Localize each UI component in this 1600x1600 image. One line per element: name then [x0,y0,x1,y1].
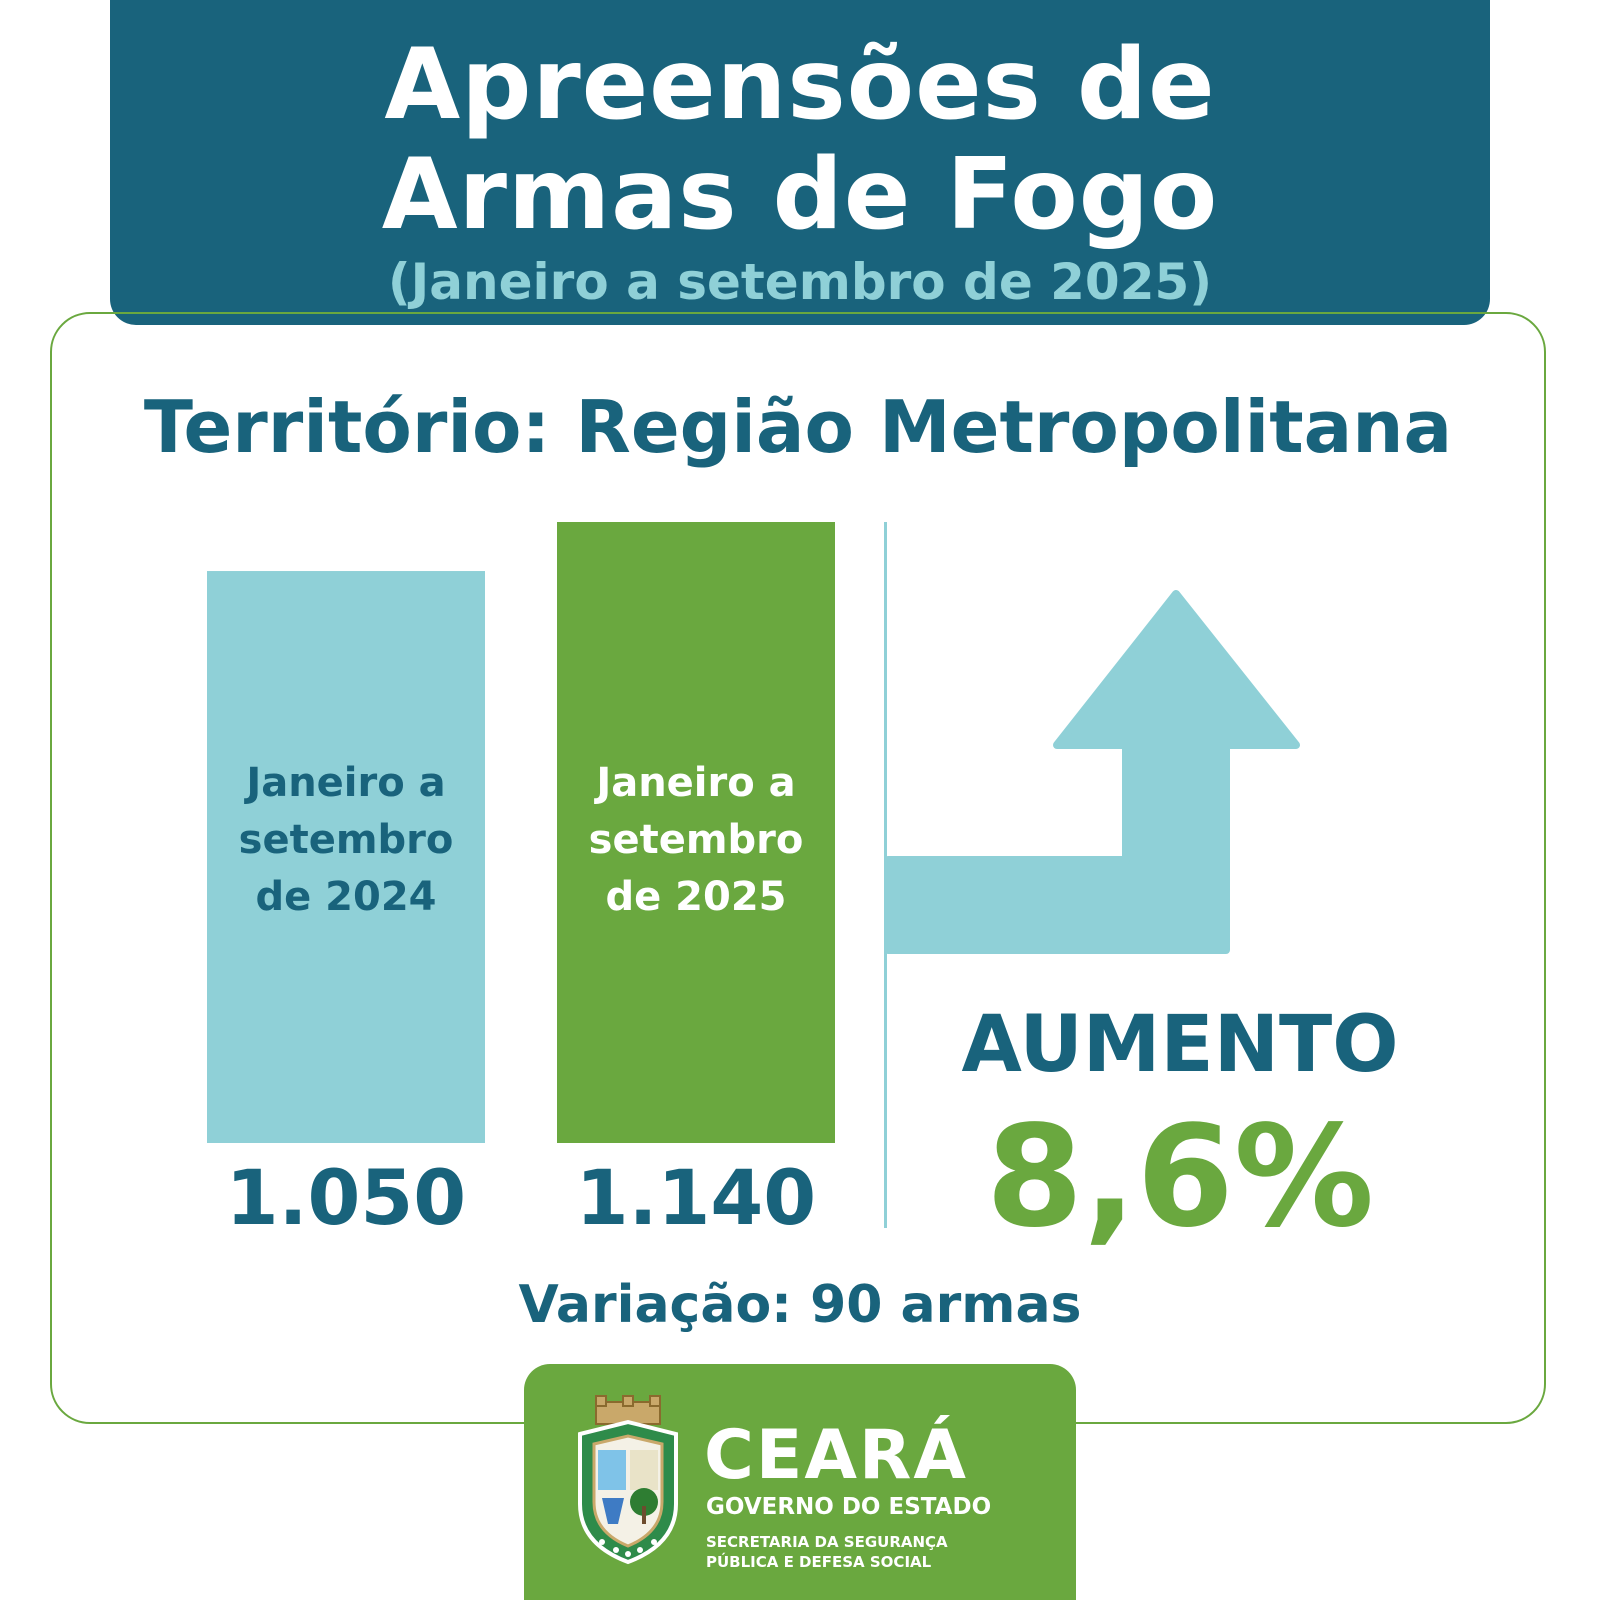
brand-name: CEARÁ [704,1416,968,1495]
department-line-2: PÚBLICA E DEFESA SOCIAL [706,1553,932,1571]
bar-category-label-2025: Janeiro a setembro de 2025 [588,760,804,920]
territory-heading: Território: Região Metropolitana [143,385,1453,469]
header-banner: Apreensões de Armas de Fogo (Janeiro a s… [110,0,1490,325]
arrow-up-icon [884,590,1300,954]
trend-label: AUMENTO [961,1000,1399,1090]
trend-percent: 8,6% [985,1096,1375,1259]
title-line-1: Apreensões de [384,28,1216,142]
bar-value-label-2024: 1.050 [225,1153,467,1242]
bar-category-label-2024: Janeiro a setembro de 2024 [238,760,454,920]
title-line-2: Armas de Fogo [381,138,1219,252]
subtitle: (Janeiro a setembro de 2025) [387,253,1213,311]
brand-subtitle: GOVERNO DO ESTADO [706,1494,992,1520]
department-line-1: SECRETARIA DA SEGURANÇA [706,1533,948,1551]
bar-2025 [557,522,835,1143]
bars-group [207,522,835,1143]
bar-value-label-2025: 1.140 [575,1153,817,1242]
footer-logo-block: CEARÁ GOVERNO DO ESTADO SECRETARIA DA SE… [524,1364,1076,1600]
ceara-coat-of-arms-icon [578,1395,678,1565]
vertical-divider [884,522,887,1228]
variation-text: Variação: 90 armas [518,1275,1082,1335]
bar-2024 [207,571,485,1143]
